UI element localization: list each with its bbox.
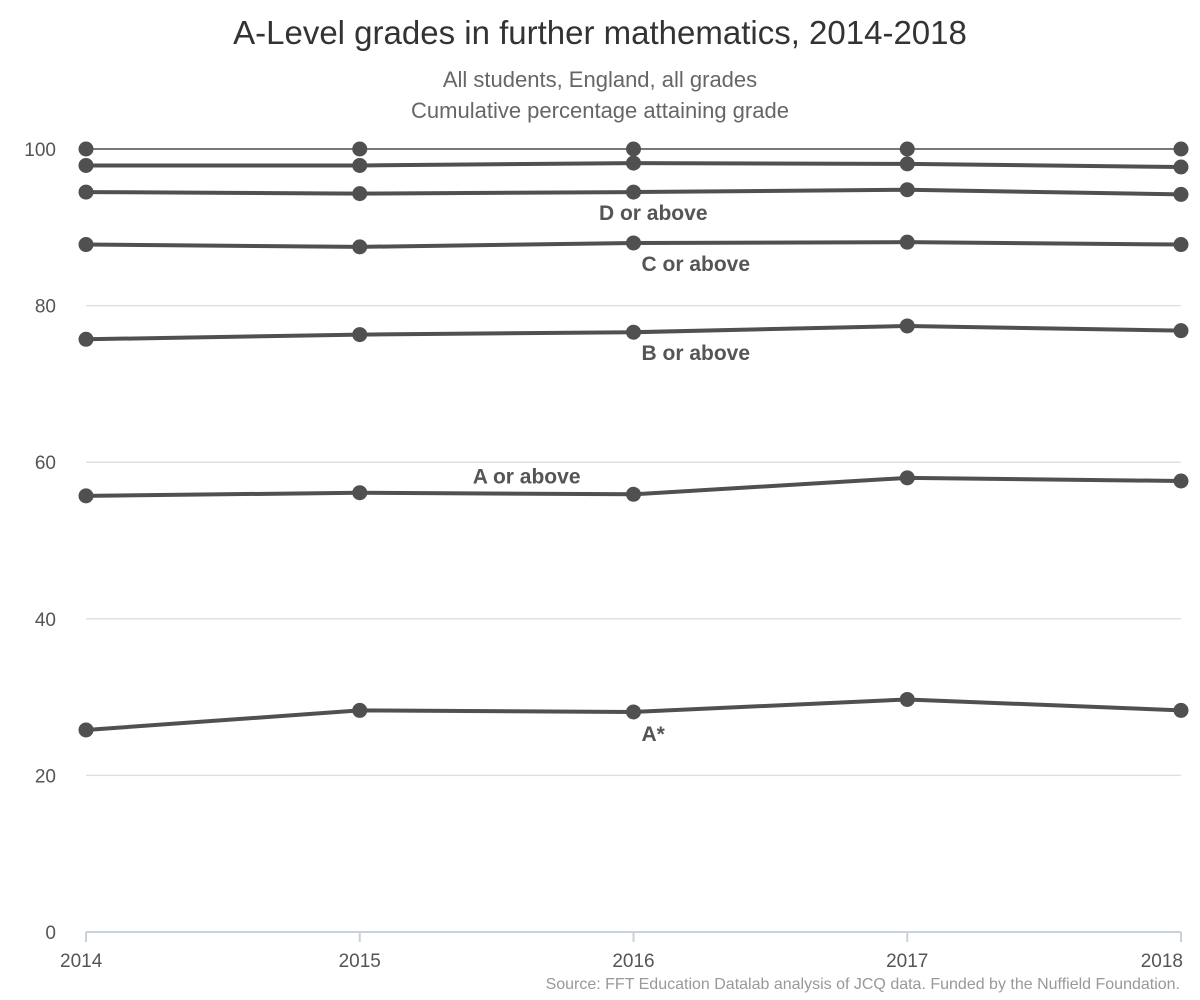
data-point-s5-2018: [1173, 473, 1189, 489]
series-label-2: D or above: [599, 202, 708, 225]
data-point-s5-2015: [352, 485, 368, 501]
data-point-s2-2017: [899, 182, 915, 198]
data-point-s5-2016: [626, 486, 641, 502]
data-point-s4-2018: [1173, 323, 1189, 339]
x-tick-label-2017: 2017: [886, 951, 928, 972]
data-point-s1-2015: [352, 157, 368, 173]
data-point-s0-2018: [1173, 141, 1189, 157]
y-tick-label-80: 80: [35, 297, 56, 318]
data-point-s0-2014: [78, 141, 94, 157]
y-tick-label-0: 0: [45, 923, 56, 944]
series-label-3: C or above: [642, 253, 751, 276]
series-label-5: A or above: [473, 466, 581, 489]
series-labels: D or above C or above B or above A or above…: [473, 202, 750, 746]
data-point-s6-2016: [626, 704, 641, 720]
data-point-s3-2015: [352, 239, 368, 255]
data-point-s6-2018: [1173, 702, 1189, 718]
data-point-s0-2016: [626, 141, 641, 157]
x-tick-label-2018: 2018: [1141, 951, 1183, 972]
chart-subtitle: All students, England, all grades Cumula…: [0, 64, 1200, 126]
subtitle-line-2: Cumulative percentage attaining grade: [411, 98, 789, 123]
y-tick-label-20: 20: [35, 766, 56, 787]
data-point-s6-2015: [352, 702, 368, 718]
data-point-s1-2017: [899, 156, 915, 172]
data-point-s1-2014: [78, 157, 94, 173]
series-label-6: A*: [642, 723, 666, 746]
subtitle-line-1: All students, England, all grades: [442, 67, 758, 92]
axes: 0 20 40 60 80 100 2014 2015 2016 2017 2018: [24, 140, 1183, 972]
data-point-s4-2016: [626, 324, 641, 340]
data-point-s2-2015: [352, 186, 368, 202]
data-point-s6-2014: [78, 722, 94, 738]
data-point-s2-2018: [1173, 186, 1189, 202]
data-point-s4-2015: [352, 327, 368, 343]
data-point-s3-2014: [78, 237, 94, 253]
data-point-s0-2017: [899, 141, 915, 157]
data-point-s4-2014: [78, 331, 94, 347]
series-lines: [78, 141, 1189, 738]
data-point-s3-2018: [1173, 237, 1189, 253]
data-point-s1-2018: [1173, 159, 1189, 175]
data-point-s6-2017: [899, 691, 915, 707]
data-point-s0-2015: [352, 141, 368, 157]
x-tick-label-2014: 2014: [60, 951, 103, 972]
series-label-4: B or above: [642, 342, 751, 365]
y-tick-label-60: 60: [35, 453, 56, 474]
data-point-s2-2014: [78, 184, 94, 200]
data-point-s1-2016: [626, 155, 641, 171]
y-tick-label-40: 40: [35, 610, 56, 631]
chart-title: A-Level grades in further mathematics, 2…: [233, 14, 967, 51]
data-point-s3-2017: [899, 234, 915, 250]
data-point-s5-2017: [899, 470, 915, 486]
data-point-s2-2016: [626, 184, 641, 200]
x-tick-label-2015: 2015: [339, 951, 381, 972]
data-point-s5-2014: [78, 488, 94, 504]
x-tick-label-2016: 2016: [612, 951, 654, 972]
data-point-s4-2017: [899, 318, 915, 334]
y-tick-label-100: 100: [24, 140, 56, 161]
source-note: Source: FFT Education Datalab analysis o…: [545, 976, 1180, 993]
data-point-s3-2016: [626, 235, 641, 251]
